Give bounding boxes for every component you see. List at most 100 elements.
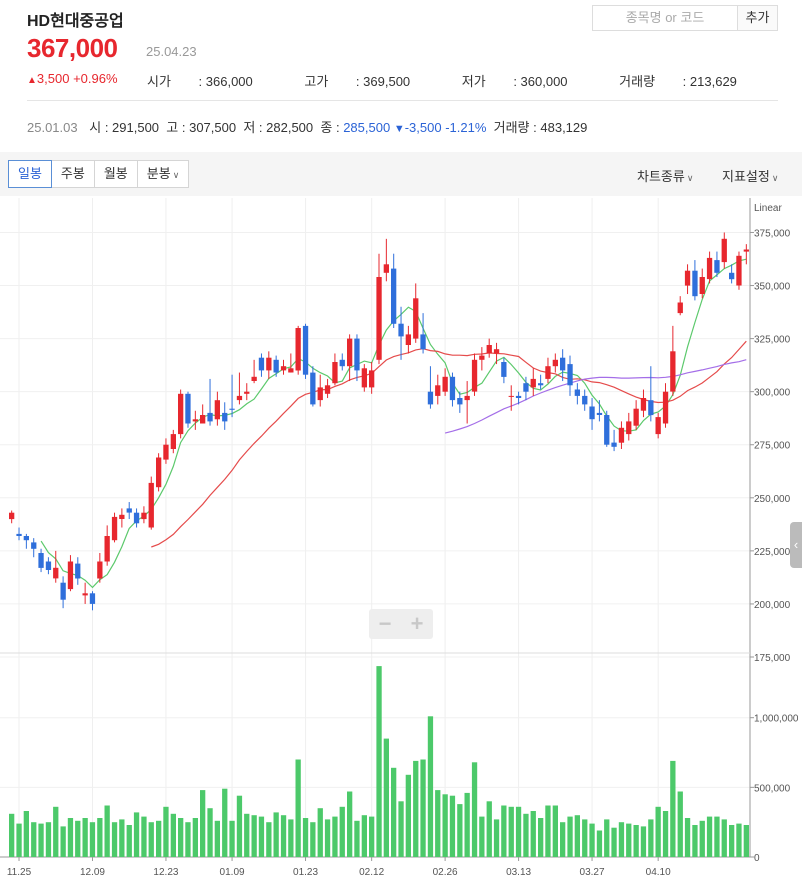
- candle-body: [633, 408, 639, 426]
- candle-body: [23, 536, 29, 541]
- volume-bar: [273, 812, 279, 857]
- y-tick-label: 250,000: [754, 494, 791, 505]
- y-tick-label: 375,000: [754, 228, 791, 239]
- volume-bar: [288, 819, 294, 857]
- side-panel-toggle[interactable]: ‹: [790, 522, 802, 568]
- volume-bar: [222, 788, 228, 857]
- divider: [27, 100, 778, 101]
- candle-body: [214, 400, 220, 420]
- volume-bar: [648, 819, 654, 857]
- volume-bar: [435, 790, 441, 857]
- candle-body: [38, 553, 44, 568]
- candle-body: [111, 516, 118, 541]
- volume-bar: [413, 760, 419, 857]
- candle-body: [655, 417, 661, 435]
- current-price: 367,000: [27, 33, 118, 63]
- candle-body: [560, 357, 566, 371]
- volume-bar: [391, 767, 397, 857]
- volume-bar: [729, 825, 735, 857]
- candle-body: [67, 561, 74, 590]
- stock-chart[interactable]: Linear 375,000 350,000 325,000 300,000 275,00…: [0, 198, 802, 887]
- add-button[interactable]: 추가: [737, 5, 778, 31]
- candle-body: [16, 533, 22, 536]
- candle-body: [229, 408, 235, 410]
- tab-daily[interactable]: 일봉: [8, 160, 52, 188]
- volume-bar: [442, 794, 448, 857]
- candle-body: [582, 395, 588, 405]
- volume-bar: [97, 818, 103, 857]
- candle-body: [427, 391, 434, 405]
- volume-bar: [633, 825, 639, 857]
- search-input[interactable]: 종목명 or 코드: [592, 5, 737, 31]
- volume-bar: [743, 825, 749, 857]
- candle-body: [398, 323, 404, 337]
- candle-body: [721, 238, 727, 263]
- volume-bar: [133, 812, 140, 857]
- scale-type-label: Linear: [754, 203, 782, 214]
- volume-bar: [677, 791, 683, 857]
- volume-bar: [192, 818, 198, 857]
- candle-body: [324, 385, 331, 394]
- down-triangle-icon: ▼: [393, 123, 405, 135]
- tab-monthly[interactable]: 월봉: [93, 160, 138, 188]
- candle-body: [640, 398, 647, 411]
- volume-bar: [251, 815, 257, 857]
- volume-bar: [207, 808, 213, 857]
- x-tick-label: 02.26: [433, 867, 458, 878]
- hover-candle-info: 25.01.03 시 : 291,500 고 : 307,500 저 : 282…: [27, 120, 588, 135]
- candle-body: [9, 512, 15, 520]
- volume-bar: [376, 666, 382, 857]
- volume-bar: [670, 760, 676, 857]
- volume-bar: [457, 804, 463, 857]
- tab-weekly[interactable]: 주봉: [50, 160, 95, 188]
- volume-bar: [178, 818, 184, 857]
- volume-bar: [53, 806, 59, 857]
- volume-bar: [567, 816, 573, 857]
- candle-body: [552, 359, 558, 367]
- period-tabs: 일봉 주봉 월봉 분봉 ∨: [8, 160, 190, 188]
- x-tick-label: 01.23: [293, 867, 318, 878]
- volume-bar: [692, 825, 698, 857]
- chevron-down-icon: ∨: [771, 173, 779, 183]
- candle-body: [302, 325, 309, 375]
- volume-bar: [684, 818, 691, 857]
- candle-body: [332, 362, 338, 384]
- chart-type-menu[interactable]: 차트종류 ∨: [637, 169, 694, 184]
- candle-body: [60, 582, 66, 600]
- open-stat: 시가 : 366,000: [147, 74, 253, 89]
- zoom-out-button[interactable]: −: [378, 611, 392, 636]
- price-change: ▲3,500 +0.96%: [27, 71, 118, 86]
- volume-bar: [471, 762, 478, 857]
- candle-body: [361, 368, 367, 388]
- candle-body: [354, 338, 360, 371]
- candle-body: [310, 372, 316, 405]
- y-tick-label: 300,000: [754, 388, 791, 399]
- volume-bar: [523, 813, 529, 857]
- x-tick-label: 12.09: [80, 867, 105, 878]
- indicator-settings-menu[interactable]: 지표설정 ∨: [722, 169, 779, 184]
- volume-tick-label: 500,000: [754, 783, 791, 794]
- tab-minute[interactable]: 분봉 ∨: [136, 160, 190, 188]
- candle-body: [567, 364, 573, 386]
- volume-bar: [699, 820, 705, 857]
- candle-body: [493, 349, 500, 354]
- candle-body: [104, 536, 110, 562]
- volume-bar: [82, 818, 88, 857]
- candle-body: [200, 415, 206, 424]
- candle-body: [464, 395, 470, 401]
- ma60-line: [444, 359, 747, 434]
- volume-tick-label: 1,000,000: [754, 714, 799, 725]
- volume-bar: [369, 816, 375, 857]
- candle-body: [258, 357, 265, 371]
- zoom-in-button[interactable]: +: [410, 611, 424, 636]
- candle-body: [648, 400, 654, 416]
- volume-bar: [163, 806, 169, 857]
- candle-body: [479, 355, 485, 360]
- volume-bar: [604, 819, 610, 857]
- volume-bar: [545, 805, 551, 857]
- volume-bar: [244, 813, 250, 857]
- volume-bar: [449, 795, 456, 857]
- volume-bar: [339, 806, 345, 857]
- candle-body: [420, 334, 426, 350]
- volume-bar: [266, 822, 272, 857]
